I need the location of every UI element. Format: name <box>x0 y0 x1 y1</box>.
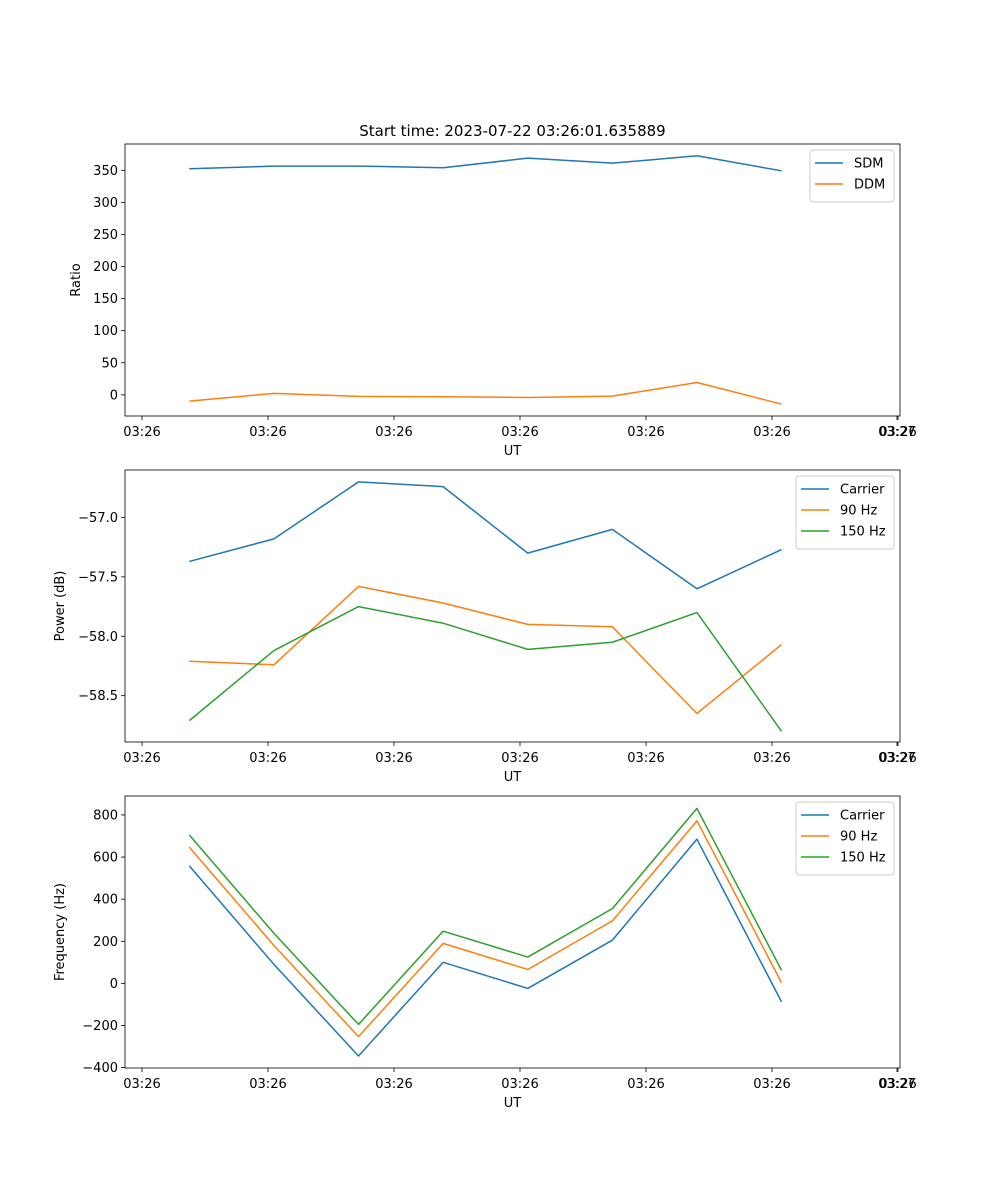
chart-1-x-tick-label: 03:26 <box>879 751 916 766</box>
chart-0-x-tick-label: 03:27 <box>878 425 915 440</box>
chart-0-x-tick-label: 03:26 <box>879 425 916 440</box>
chart-2-legend-label: Carrier <box>840 809 885 824</box>
chart-2-x-axis-label: UT <box>504 1096 522 1111</box>
chart-0-y-axis-label: Ratio <box>69 263 84 296</box>
chart-0-x-tick-label: 03:26 <box>501 425 538 440</box>
chart-0-y-tick-label: 200 <box>93 260 118 275</box>
chart-2-x-tick-label: 03:27 <box>878 1077 915 1092</box>
chart-2-y-axis-label: Frequency (Hz) <box>53 883 68 981</box>
chart-2-x-tick-label: 03:26 <box>879 1077 916 1092</box>
chart-1-y-tick-label: −58.0 <box>78 630 118 645</box>
chart-1-x-tick-label: 03:26 <box>249 751 286 766</box>
chart-0-y-tick-label: 300 <box>93 196 118 211</box>
chart-1-x-tick-label: 03:26 <box>753 751 790 766</box>
chart-1-x-axis-label: UT <box>504 770 522 785</box>
chart-2-y-tick-label: 0 <box>110 977 118 992</box>
chart-2-series-line-carrier <box>188 838 783 1057</box>
chart-0-x-tick-label: 03:26 <box>249 425 286 440</box>
chart-2-y-tick-label: 600 <box>93 851 118 866</box>
chart-0-x-tick-label: 03:26 <box>753 425 790 440</box>
chart-2-x-tick-label: 03:26 <box>501 1077 538 1092</box>
chart-0-y-tick-label: 350 <box>93 164 118 179</box>
chart-0-y-tick-label: 100 <box>93 324 118 339</box>
chart-1-series-line-carrier <box>189 481 782 590</box>
chart-0-series-line-sdm <box>189 155 782 172</box>
chart-1-y-tick-label: −57.5 <box>78 570 118 585</box>
chart-0-x-tick-label: 03:26 <box>375 425 412 440</box>
chart-1-legend-label: 150 Hz <box>840 525 886 540</box>
chart-2-x-tick-label: 03:26 <box>249 1077 286 1092</box>
chart-2-legend-label: 150 Hz <box>840 851 886 866</box>
chart-2-x-tick-label: 03:26 <box>123 1077 160 1092</box>
chart-2-y-tick-label: −200 <box>82 1019 118 1034</box>
ratio-chart: 03:26 03:26 03:26 03:26 03:26 03:26 03:2603:27… <box>69 143 917 459</box>
chart-0-axes-frame <box>124 143 901 417</box>
chart-1-x-tick-label: 03:26 <box>123 751 160 766</box>
chart-2-y-tick-label: −400 <box>82 1061 118 1076</box>
chart-1-legend-label: 90 Hz <box>840 504 877 519</box>
chart-2-legend: Carrier 90 Hz 150 Hz <box>795 801 895 876</box>
chart-1-legend: Carrier 90 Hz 150 Hz <box>795 475 895 550</box>
chart-1-x-tick-label: 03:27 <box>878 751 915 766</box>
chart-1-x-tick-label: 03:26 <box>375 751 412 766</box>
chart-2-series-line-90-hz <box>188 820 783 1038</box>
chart-0-legend-label: SDM <box>854 157 883 172</box>
chart-0-legend-label: DDM <box>854 178 885 193</box>
chart-2-x-tick-label: 03:26 <box>627 1077 664 1092</box>
chart-1-x-tick-label: 03:26 <box>501 751 538 766</box>
chart-0-x-tick-label: 03:26 <box>123 425 160 440</box>
chart-0-x-axis-label: UT <box>504 444 522 459</box>
chart-0-series-line-ddm <box>189 381 782 405</box>
chart-1-y-tick-label: −58.5 <box>78 689 118 704</box>
chart-0-y-tick-label: 150 <box>93 292 118 307</box>
chart-0-legend: SDM DDM <box>809 149 895 203</box>
chart-1-series-line-90-hz <box>189 585 783 715</box>
chart-2-y-tick-label: 800 <box>93 808 118 823</box>
chart-0-y-tick-label: 250 <box>93 228 118 243</box>
frequency-chart: 03:26 03:26 03:26 03:26 03:26 03:26 03:2603:27… <box>53 795 917 1111</box>
chart-2-y-tick-label: 400 <box>93 893 118 908</box>
chart-0-x-tick-label: 03:26 <box>627 425 664 440</box>
chart-1-y-axis-label: Power (dB) <box>53 571 68 642</box>
chart-1-y-tick-label: −57.0 <box>78 511 118 526</box>
chart-1-axes-frame <box>124 469 901 743</box>
chart-1-series-line-150-hz <box>188 605 783 732</box>
chart-1-legend-label: Carrier <box>840 483 885 498</box>
chart-1-x-tick-label: 03:26 <box>627 751 664 766</box>
chart-2-series-line-150-hz <box>188 807 783 1026</box>
power-chart: 03:26 03:26 03:26 03:26 03:26 03:26 03:2603:27… <box>53 469 917 785</box>
chart-2-axes-frame <box>124 795 901 1069</box>
chart-0-y-tick-label: 50 <box>101 356 118 371</box>
chart-2-y-tick-label: 200 <box>93 935 118 950</box>
chart-0-y-tick-label: 0 <box>110 388 118 403</box>
chart-2-x-tick-label: 03:26 <box>375 1077 412 1092</box>
chart-2-legend-label: 90 Hz <box>840 830 877 845</box>
chart-2-x-tick-label: 03:26 <box>753 1077 790 1092</box>
figure-title: Start time: 2023-07-22 03:26:01.635889 <box>359 122 665 140</box>
